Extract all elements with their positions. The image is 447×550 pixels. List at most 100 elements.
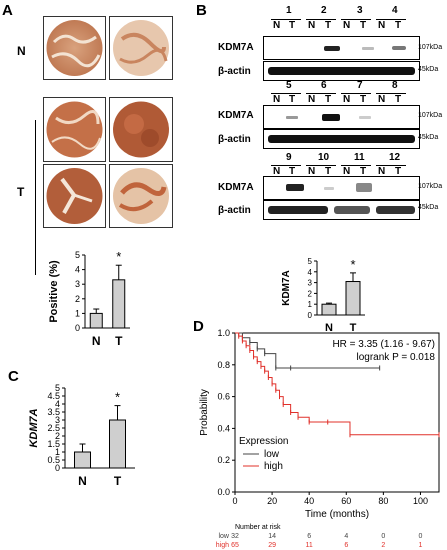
bar <box>109 419 126 469</box>
y-axis-label: Probability <box>199 389 210 436</box>
x-axis-label: Time (months) <box>305 509 369 520</box>
risk-count: 2 <box>381 542 385 549</box>
lane-number-3: 3 <box>357 5 363 16</box>
risk-count: 0 <box>381 533 385 540</box>
lane-t-label: T <box>395 20 402 31</box>
kdm7a-blot-row1 <box>263 36 420 60</box>
x-tick-label: 40 <box>304 496 314 506</box>
x-tick-label: 60 <box>341 496 351 506</box>
risk-row-label: low <box>218 533 229 540</box>
lane-t-label: T <box>395 166 402 177</box>
y-axis-label: Positive (%) <box>48 260 60 323</box>
lane-n-label: N <box>273 166 281 177</box>
y-tick-label: 4 <box>308 268 313 277</box>
ihc-image-tumor-3 <box>43 164 106 228</box>
y-tick-label: 1 <box>55 447 60 457</box>
lane-n-label: N <box>343 20 351 31</box>
lane-number-8: 8 <box>392 80 398 91</box>
lane-t-label: T <box>360 166 367 177</box>
logrank-p-annotation: logrank P = 0.018 <box>357 352 436 363</box>
lane-n-label: N <box>378 166 386 177</box>
x-category-label: N <box>78 474 87 488</box>
x-category-label: N <box>325 322 333 334</box>
row-label-n: N <box>17 44 26 58</box>
lane-underline <box>306 93 336 94</box>
kdm7a-blot-row2 <box>263 105 420 129</box>
lane-t-label: T <box>360 20 367 31</box>
risk-count: 4 <box>344 533 348 540</box>
lane-underline <box>306 165 336 166</box>
y-tick-label: 4 <box>75 265 80 275</box>
bar-chart-positive-percent: 0 1 2 3 4 5 N T * Positive (%) <box>48 249 130 348</box>
ihc-image-tumor-2 <box>109 97 173 162</box>
lane-n-label: N <box>308 166 316 177</box>
ihc-image-tumor-4 <box>109 164 173 228</box>
lane-number-10: 10 <box>318 152 330 163</box>
x-category-label: T <box>115 334 123 348</box>
panel-d-label: D <box>193 318 204 335</box>
risk-count: 65 <box>231 542 239 549</box>
bar <box>345 281 361 316</box>
lane-t-label: T <box>325 94 332 105</box>
lane-underline <box>306 19 336 20</box>
y-tick-label: 4 <box>55 399 60 409</box>
lane-t-label: T <box>325 166 332 177</box>
y-tick-label: 2.5 <box>47 423 60 433</box>
y-tick-label: 3 <box>55 415 60 425</box>
y-tick-label: 2 <box>55 431 60 441</box>
risk-count: 29 <box>268 542 276 549</box>
risk-count: 1 <box>419 542 423 549</box>
actin-blot-row2 <box>263 129 420 149</box>
x-category-label: T <box>114 474 122 488</box>
y-tick-label: 0.0 <box>217 487 230 497</box>
kda-label-45: 45kDa <box>418 204 439 211</box>
panel-c-label: C <box>8 368 19 385</box>
risk-table-title: Number at risk <box>235 524 281 531</box>
beta-actin-label: β-actin <box>218 205 251 216</box>
actin-blot-row1 <box>263 61 420 81</box>
kda-label-107: 107kDa <box>418 112 443 119</box>
x-category-label: N <box>92 334 101 348</box>
lane-n-label: N <box>273 94 281 105</box>
kda-label-45: 45kDa <box>418 66 439 73</box>
x-tick-label: 80 <box>378 496 388 506</box>
beta-actin-label: β-actin <box>218 66 251 77</box>
y-tick-label: 0 <box>75 323 80 333</box>
risk-count: 11 <box>306 542 313 549</box>
lane-number-6: 6 <box>321 80 327 91</box>
kda-label-45: 45kDa <box>418 134 439 141</box>
y-tick-label: 1.5 <box>47 439 60 449</box>
bar <box>74 451 91 469</box>
y-tick-label: 1 <box>75 308 80 318</box>
y-tick-label: 0.4 <box>217 423 230 433</box>
lane-underline <box>376 19 406 20</box>
lane-number-2: 2 <box>321 5 327 16</box>
significance-star: * <box>350 257 355 272</box>
kdm7a-blot-row3 <box>263 176 420 200</box>
lane-underline <box>341 19 371 20</box>
beta-actin-label: β-actin <box>218 134 251 145</box>
x-category-label: T <box>350 322 357 334</box>
y-tick-label: 4.5 <box>47 391 60 401</box>
y-tick-label: 1 <box>308 300 313 309</box>
y-tick-label: 2 <box>308 289 313 298</box>
lane-t-label: T <box>395 94 402 105</box>
y-tick-label: 1.0 <box>217 328 230 338</box>
y-tick-label: 5 <box>308 257 313 266</box>
lane-number-4: 4 <box>392 5 398 16</box>
ihc-image-tumor-1 <box>43 97 106 162</box>
panel-b-label: B <box>196 2 207 19</box>
risk-count: 6 <box>307 533 311 540</box>
lane-n-label: N <box>273 20 281 31</box>
y-tick-label: 5 <box>75 250 80 260</box>
row-label-t: T <box>17 185 25 199</box>
lane-number-9: 9 <box>286 152 292 163</box>
y-tick-label: 0 <box>308 311 313 320</box>
lane-number-5: 5 <box>286 80 292 91</box>
bar-chart-kdm7a-mrna: 00.511.522.533.544.55 N T * KDM7A <box>28 383 135 488</box>
lane-n-label: N <box>308 20 316 31</box>
lane-number-11: 11 <box>354 152 365 163</box>
lane-t-label: T <box>289 94 296 105</box>
y-axis-label: KDM7A <box>28 408 40 447</box>
